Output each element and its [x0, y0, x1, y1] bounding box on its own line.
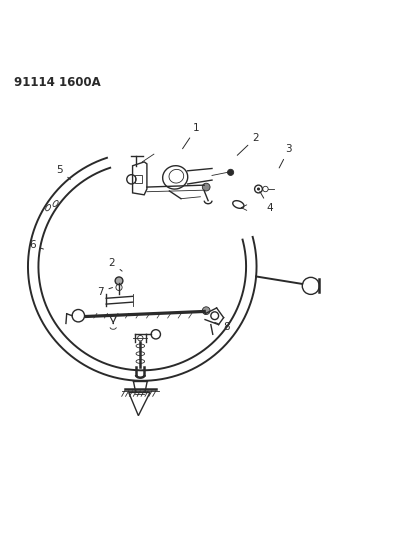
Circle shape	[115, 277, 123, 285]
Circle shape	[202, 307, 210, 314]
Text: 1: 1	[182, 123, 200, 149]
Circle shape	[228, 169, 234, 175]
Text: 2: 2	[108, 257, 122, 271]
Text: 91114 1600A: 91114 1600A	[15, 76, 101, 90]
Text: 6: 6	[29, 240, 44, 250]
Text: 8: 8	[215, 321, 230, 332]
Text: 4: 4	[260, 191, 273, 213]
Text: 7: 7	[97, 287, 112, 297]
Text: 2: 2	[237, 133, 259, 155]
Text: 5: 5	[56, 165, 70, 180]
Text: 3: 3	[279, 144, 292, 168]
Circle shape	[202, 183, 210, 191]
Bar	[135, 175, 142, 183]
Circle shape	[257, 188, 260, 191]
